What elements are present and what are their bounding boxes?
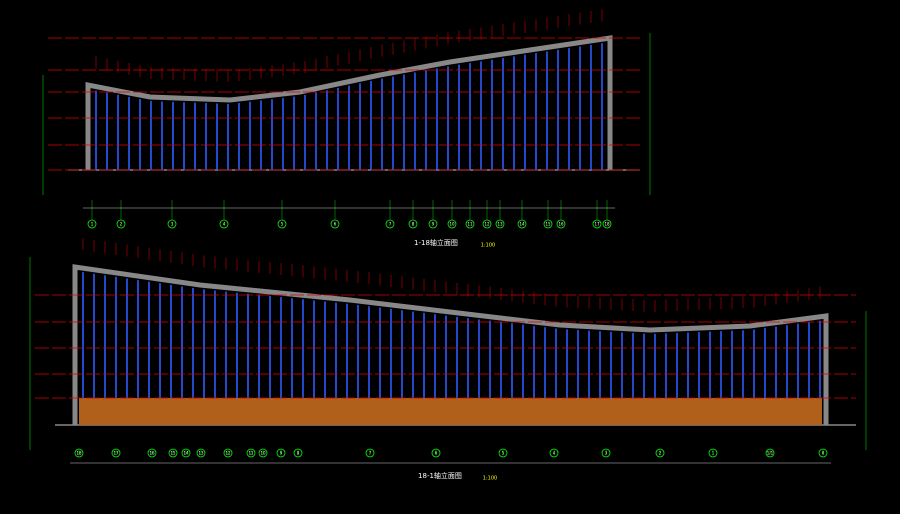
axis-label: 18	[604, 222, 610, 227]
axis-label: 7	[389, 222, 392, 227]
wall-outline	[85, 35, 613, 170]
wall-outline	[72, 264, 829, 425]
axis-label: 6	[334, 222, 337, 227]
axis-label: 12	[484, 222, 490, 227]
axis-label: 5	[281, 222, 284, 227]
axis-label: 3	[171, 222, 174, 227]
upper-title: 1-18轴立面图	[414, 238, 458, 247]
axis-label: 15	[545, 222, 551, 227]
axis-label: 11	[467, 222, 473, 227]
axis-label: 13	[497, 222, 503, 227]
axis-label: 9	[432, 222, 435, 227]
axis-label: 17	[594, 222, 600, 227]
lower-scale: 1:100	[483, 476, 497, 482]
axis-label: 1	[91, 222, 94, 227]
axis-label: 10	[449, 222, 455, 227]
lower-title: 18-1轴立面图	[418, 471, 462, 480]
axis-label: 8	[412, 222, 415, 227]
axis-label: 2	[120, 222, 123, 227]
axis-label: 14	[519, 222, 525, 227]
base-band	[79, 398, 822, 425]
axis-label: 16	[558, 222, 564, 227]
upper-scale: 1:100	[481, 243, 495, 249]
axis-label: 4	[223, 222, 226, 227]
